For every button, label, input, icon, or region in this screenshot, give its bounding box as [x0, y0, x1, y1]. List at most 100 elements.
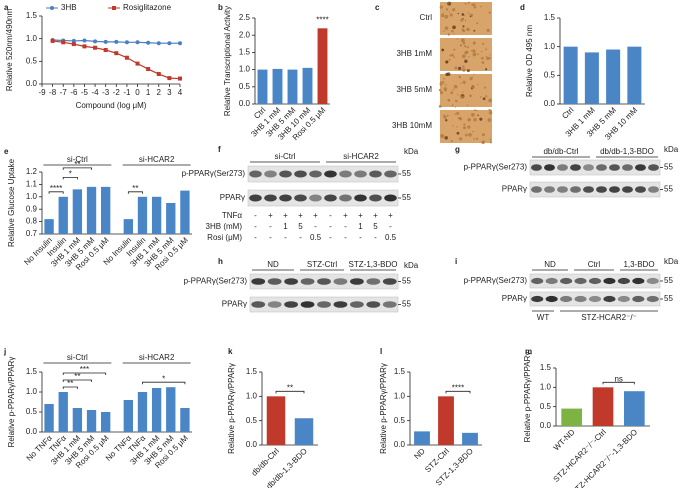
- y-tick-label: 1.5: [540, 363, 552, 372]
- treatment-cell: +: [388, 211, 393, 220]
- treatment-cell: +: [343, 211, 348, 220]
- blot-band: [617, 277, 630, 285]
- cell-speck: [480, 56, 484, 60]
- cell-speck: [450, 91, 454, 95]
- bar: [44, 219, 54, 234]
- cell-speck: [479, 95, 482, 98]
- cell-speck: [463, 123, 466, 126]
- blot-band: [267, 278, 282, 285]
- bar: [137, 196, 148, 234]
- y-tick-label: 1.0: [246, 391, 258, 400]
- image-label: Ctrl: [420, 13, 433, 22]
- cell-speck: [473, 118, 477, 122]
- cell-speck: [451, 104, 454, 107]
- bar: [302, 67, 313, 104]
- blot-band: [609, 186, 620, 193]
- blot-band: [622, 164, 633, 171]
- treatment-label: Rosi (μM): [207, 233, 242, 242]
- blot-band: [646, 295, 659, 303]
- treatment-cell: +: [298, 211, 303, 220]
- panel-letter: e: [4, 147, 9, 156]
- kda-label: kDa: [404, 147, 419, 156]
- bar: [317, 28, 328, 104]
- cell-speck: [449, 13, 453, 17]
- cell-speck: [486, 56, 490, 61]
- cell-speck: [444, 26, 449, 31]
- cell-speck: [444, 14, 449, 19]
- group-label: si-HCAR2: [139, 353, 175, 362]
- blot-band: [570, 186, 581, 193]
- panel-letter: a: [4, 3, 9, 12]
- bar: [272, 68, 283, 104]
- cell-speck: [449, 54, 452, 57]
- blot-band: [384, 170, 397, 178]
- row-label: p-PPARγ(Ser273): [184, 277, 248, 286]
- blot-band: [309, 170, 322, 178]
- row-label: p-PPARγ(Ser273): [464, 163, 528, 172]
- treatment-cell: -: [329, 233, 332, 242]
- bar: [414, 431, 430, 445]
- cell-speck: [459, 117, 463, 121]
- cell-speck: [457, 66, 462, 71]
- blot-band: [588, 277, 602, 285]
- panel-letter: b: [218, 3, 223, 12]
- point: [146, 40, 151, 45]
- blot-band: [333, 278, 348, 285]
- x-tick-label: 2: [157, 88, 162, 97]
- x-tick-label: 3: [167, 88, 172, 97]
- cell-speck: [457, 12, 459, 15]
- cell-speck: [489, 138, 492, 141]
- x-tick-label: -6: [70, 88, 78, 97]
- y-tick-label: 1.1: [26, 180, 38, 189]
- cell-speck: [454, 66, 458, 70]
- group-label: ND: [544, 260, 556, 269]
- blot-band: [279, 194, 292, 202]
- cell-speck: [452, 25, 456, 30]
- blot-band: [544, 164, 555, 171]
- bar: [563, 46, 578, 104]
- panel-letter: i: [455, 257, 457, 266]
- blot-band: [264, 194, 277, 202]
- blot-band: [632, 277, 645, 285]
- cell-speck: [460, 18, 464, 22]
- blot-band: [382, 301, 397, 308]
- cell-speck: [454, 113, 456, 115]
- cell-speck: [449, 11, 451, 13]
- point: [135, 61, 140, 66]
- image-label: 3HB 5mM: [396, 85, 432, 94]
- point: [178, 41, 182, 46]
- sig-bracket: [445, 390, 471, 394]
- cell-speck: [482, 42, 485, 45]
- treatment-cell: 5: [373, 222, 378, 231]
- cell-speck: [477, 114, 479, 117]
- y-tick-label: 0.5: [239, 82, 251, 91]
- cell-speck: [473, 29, 476, 32]
- cell-speck: [464, 59, 468, 63]
- cell-speck: [473, 109, 476, 111]
- cell-speck: [471, 85, 475, 89]
- cell-speck: [452, 88, 454, 91]
- cell-speck: [448, 2, 450, 4]
- cell-speck: [464, 2, 467, 5]
- image-label: 3HB 10mM: [392, 121, 432, 130]
- mw-label: 55: [402, 300, 411, 309]
- treatment-cell: -: [314, 222, 317, 231]
- blot-band: [309, 194, 322, 202]
- row-label: PPARγ: [502, 185, 527, 194]
- cell-speck: [448, 58, 451, 61]
- y-tick-label: 1.2: [26, 167, 38, 176]
- row-label: p-PPARγ(Ser273): [464, 276, 528, 285]
- treatment-cell: -: [269, 222, 272, 231]
- blot-band: [366, 301, 381, 308]
- cell-speck: [464, 45, 467, 48]
- cell-speck: [462, 41, 466, 45]
- cell-speck: [469, 15, 472, 18]
- point: [71, 38, 76, 43]
- cell-speck: [453, 48, 456, 51]
- y-axis-label: Relative p-PPARγ/PPARγ: [7, 357, 16, 448]
- cell-speck: [472, 52, 477, 57]
- blot-band: [531, 277, 544, 285]
- cell-speck: [456, 126, 458, 128]
- bar: [166, 387, 176, 432]
